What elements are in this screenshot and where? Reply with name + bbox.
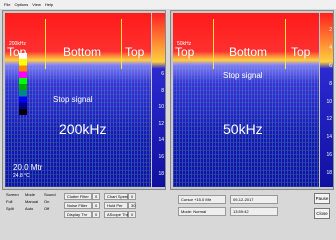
boundary-line [285, 19, 286, 69]
scale-label: 18 [158, 170, 164, 177]
scale-label: 10 [326, 98, 332, 105]
speed-label[interactable]: Chart Speed [104, 193, 129, 200]
filter-label[interactable]: Clutter Filter [64, 193, 92, 200]
scale-label: 10 [158, 104, 164, 111]
stop-label: Stop signal [223, 71, 263, 80]
scale-label: 6 [329, 62, 332, 69]
top-label: Top [291, 45, 311, 59]
top-label: Top [175, 45, 195, 59]
frequency: 200kHz [59, 121, 107, 137]
freq-tag: 50kHz [177, 41, 192, 47]
scale-label: 4 [329, 44, 332, 51]
scale-label: 18 [326, 170, 332, 177]
pause-button[interactable]: Pause [314, 193, 330, 204]
status-field: 13:59:42 [230, 207, 278, 216]
bottom-label: Bottom [63, 45, 102, 59]
boundary-line [45, 19, 46, 69]
scale-label: 14 [326, 134, 332, 141]
group-title: Screen [6, 192, 19, 197]
bottom-label: Bottom [229, 45, 268, 59]
frequency: 50kHz [223, 121, 263, 137]
speed-value[interactable]: 0 [128, 211, 136, 218]
filter-value[interactable]: 0 [92, 202, 100, 209]
boundary-line [213, 19, 214, 69]
menu-item[interactable]: Help [44, 2, 54, 7]
left-panel: Top Bottom Top 200kHz Stop signal 200kHz… [2, 10, 166, 190]
radio-option[interactable]: Split [6, 206, 14, 211]
filter-value[interactable]: 0 [92, 211, 100, 218]
status-field: 09-12-2017 [230, 195, 278, 204]
speed-value[interactable]: 0 [128, 193, 136, 200]
radio-option[interactable]: Manual [25, 199, 39, 204]
filter-label[interactable]: Noise Filter [64, 202, 92, 209]
menu-bar: File Options View Help [0, 0, 336, 9]
echogram: Top Bottom Top 200kHz Stop signal 200kHz… [5, 13, 151, 187]
echogram: Top Bottom Top 50kHz Stop signal 50kHz [173, 13, 319, 187]
depth-scale: 6 8 10 12 14 16 18 [152, 13, 165, 187]
scale-label: 6 [161, 71, 164, 77]
top-label: Top [125, 45, 145, 59]
menu-item[interactable]: View [32, 2, 41, 7]
group-title: Sound [44, 192, 56, 197]
echo-noise [5, 63, 151, 187]
freq-tag: 200kHz [9, 41, 26, 47]
stop-label: Stop signal [53, 95, 93, 104]
status-field: Mode: Normal [178, 207, 226, 216]
radio-option[interactable]: On [44, 199, 50, 204]
radio-option[interactable]: Full [6, 199, 13, 204]
radio-option[interactable]: Auto [25, 206, 34, 211]
filter-value[interactable]: 0 [92, 193, 100, 200]
speed-label[interactable]: AScope Thr [104, 211, 128, 218]
menu-item[interactable]: Options [14, 2, 29, 7]
group-title: Mode [25, 192, 36, 197]
scale-label: 2 [329, 27, 332, 33]
close-button[interactable]: Close [314, 208, 330, 219]
control-panel: Screen Full Split Mode Manual Auto Sound On Off C… [2, 191, 334, 225]
app-window: File Options View Help Top Bottom Top 200kH… [0, 0, 336, 225]
boundary-line [121, 19, 122, 69]
depth-scale: 2 4 6 8 10 12 14 16 18 [320, 13, 333, 187]
speed-value[interactable]: 30 [128, 202, 136, 209]
filter-label[interactable]: Display Thr [64, 211, 92, 218]
status-field: Cursor +15.0 Mtr [178, 195, 226, 204]
scale-label: 14 [158, 137, 164, 144]
color-bar [19, 53, 27, 115]
temperature: 24.8 °C [13, 173, 30, 179]
echo-noise [173, 63, 319, 187]
scale-label: 12 [326, 116, 332, 123]
scale-label: 16 [326, 152, 332, 159]
scale-label: 12 [158, 120, 164, 127]
scale-label: 8 [161, 87, 164, 94]
menu-item[interactable]: File [4, 2, 11, 7]
radio-option[interactable]: Off [44, 206, 50, 211]
scale-label: 16 [158, 154, 164, 161]
scale-label: 8 [329, 80, 332, 87]
speed-label[interactable]: Hold Per [104, 202, 128, 209]
right-panel: Top Bottom Top 50kHz Stop signal 50kHz 2… [170, 10, 334, 190]
depth: 20.0 Mtr [13, 163, 43, 172]
